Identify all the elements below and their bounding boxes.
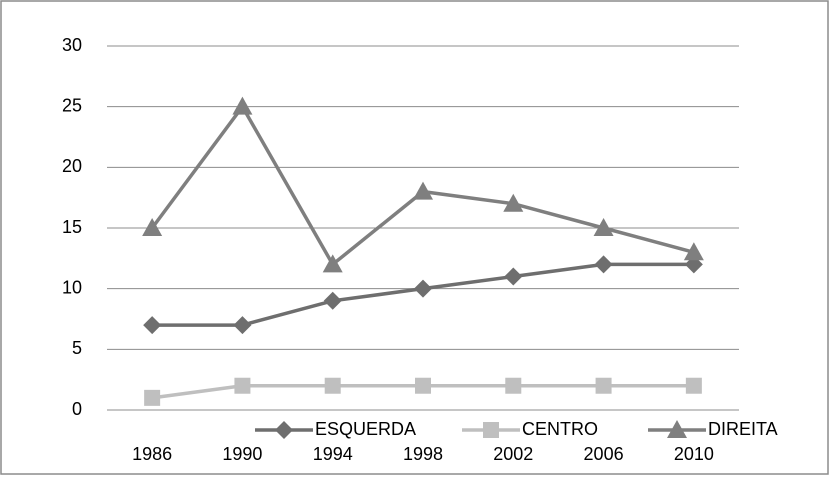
data-point — [324, 377, 341, 394]
legend-label: ESQUERDA — [315, 419, 416, 439]
y-tick-label: 25 — [62, 95, 82, 115]
x-tick-label: 2010 — [674, 444, 714, 464]
y-tick-label: 30 — [62, 35, 82, 55]
data-point — [323, 291, 342, 310]
data-point — [683, 242, 704, 261]
legend-marker — [667, 420, 687, 438]
legend-label: DIREITA — [708, 419, 778, 439]
data-point — [413, 181, 433, 200]
data-point — [595, 377, 612, 394]
x-tick-label: 1994 — [313, 444, 353, 464]
data-point — [232, 96, 253, 115]
data-point — [593, 218, 614, 236]
y-tick-label: 10 — [62, 277, 82, 297]
legend-label: CENTRO — [522, 419, 598, 439]
x-tick-label: 2006 — [584, 444, 624, 464]
data-point — [143, 316, 162, 335]
data-point — [504, 267, 523, 286]
data-point — [322, 254, 343, 273]
x-tick-label: 1986 — [132, 444, 172, 464]
y-tick-label: 0 — [72, 399, 82, 419]
data-point — [414, 279, 432, 298]
x-tick-label: 1998 — [403, 444, 443, 464]
y-tick-label: 15 — [62, 217, 82, 237]
data-point — [505, 377, 522, 394]
y-tick-label: 20 — [62, 156, 82, 176]
y-tick-label: 5 — [72, 338, 82, 358]
x-tick-label: 2002 — [493, 444, 533, 464]
data-point — [594, 255, 613, 274]
x-tick-label: 1990 — [222, 444, 262, 464]
data-point — [503, 193, 524, 212]
data-point — [685, 377, 702, 394]
data-point — [142, 218, 163, 236]
legend-marker — [275, 421, 293, 439]
data-point — [233, 316, 252, 335]
data-point — [234, 377, 251, 394]
data-point — [415, 377, 431, 394]
data-point — [144, 389, 161, 406]
legend-marker — [483, 422, 499, 438]
